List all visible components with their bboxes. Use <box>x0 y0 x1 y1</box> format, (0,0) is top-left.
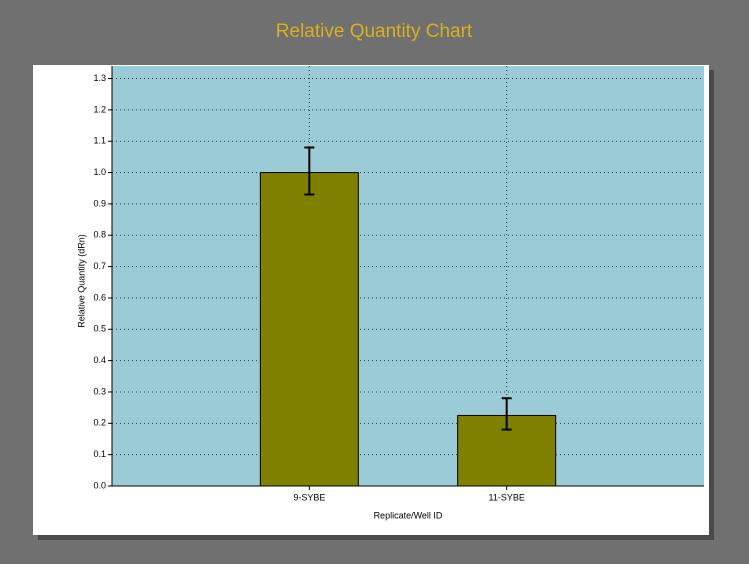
x-axis-label: Replicate/Well ID <box>374 510 443 520</box>
x-tick-label: 9-SYBE <box>293 492 325 502</box>
chart-title: Relative Quantity Chart <box>276 21 473 42</box>
y-tick-label: 1.0 <box>93 167 106 177</box>
y-tick-label: 0.7 <box>93 261 106 271</box>
y-tick-label: 0.2 <box>93 418 106 428</box>
plot-area <box>112 66 704 486</box>
y-tick-label: 0.6 <box>93 292 106 302</box>
bar <box>457 414 557 487</box>
y-tick-label: 0.1 <box>93 449 106 459</box>
y-tick-label: 0.3 <box>93 386 106 396</box>
y-tick-label: 0.8 <box>93 230 106 240</box>
y-tick-label: 0.5 <box>93 324 106 334</box>
y-tick-label: 0.9 <box>93 198 106 208</box>
x-tick-label: 11-SYBE <box>488 492 524 502</box>
y-tick-label: 0.4 <box>93 355 106 365</box>
y-tick-label: 0.0 <box>93 480 106 490</box>
bar <box>259 172 359 487</box>
y-tick-label: 1.2 <box>93 104 106 114</box>
y-axis-label: Relative Quantity (dRn) <box>76 234 86 328</box>
y-tick-label: 1.1 <box>93 136 106 146</box>
y-tick-label: 1.3 <box>93 73 106 83</box>
